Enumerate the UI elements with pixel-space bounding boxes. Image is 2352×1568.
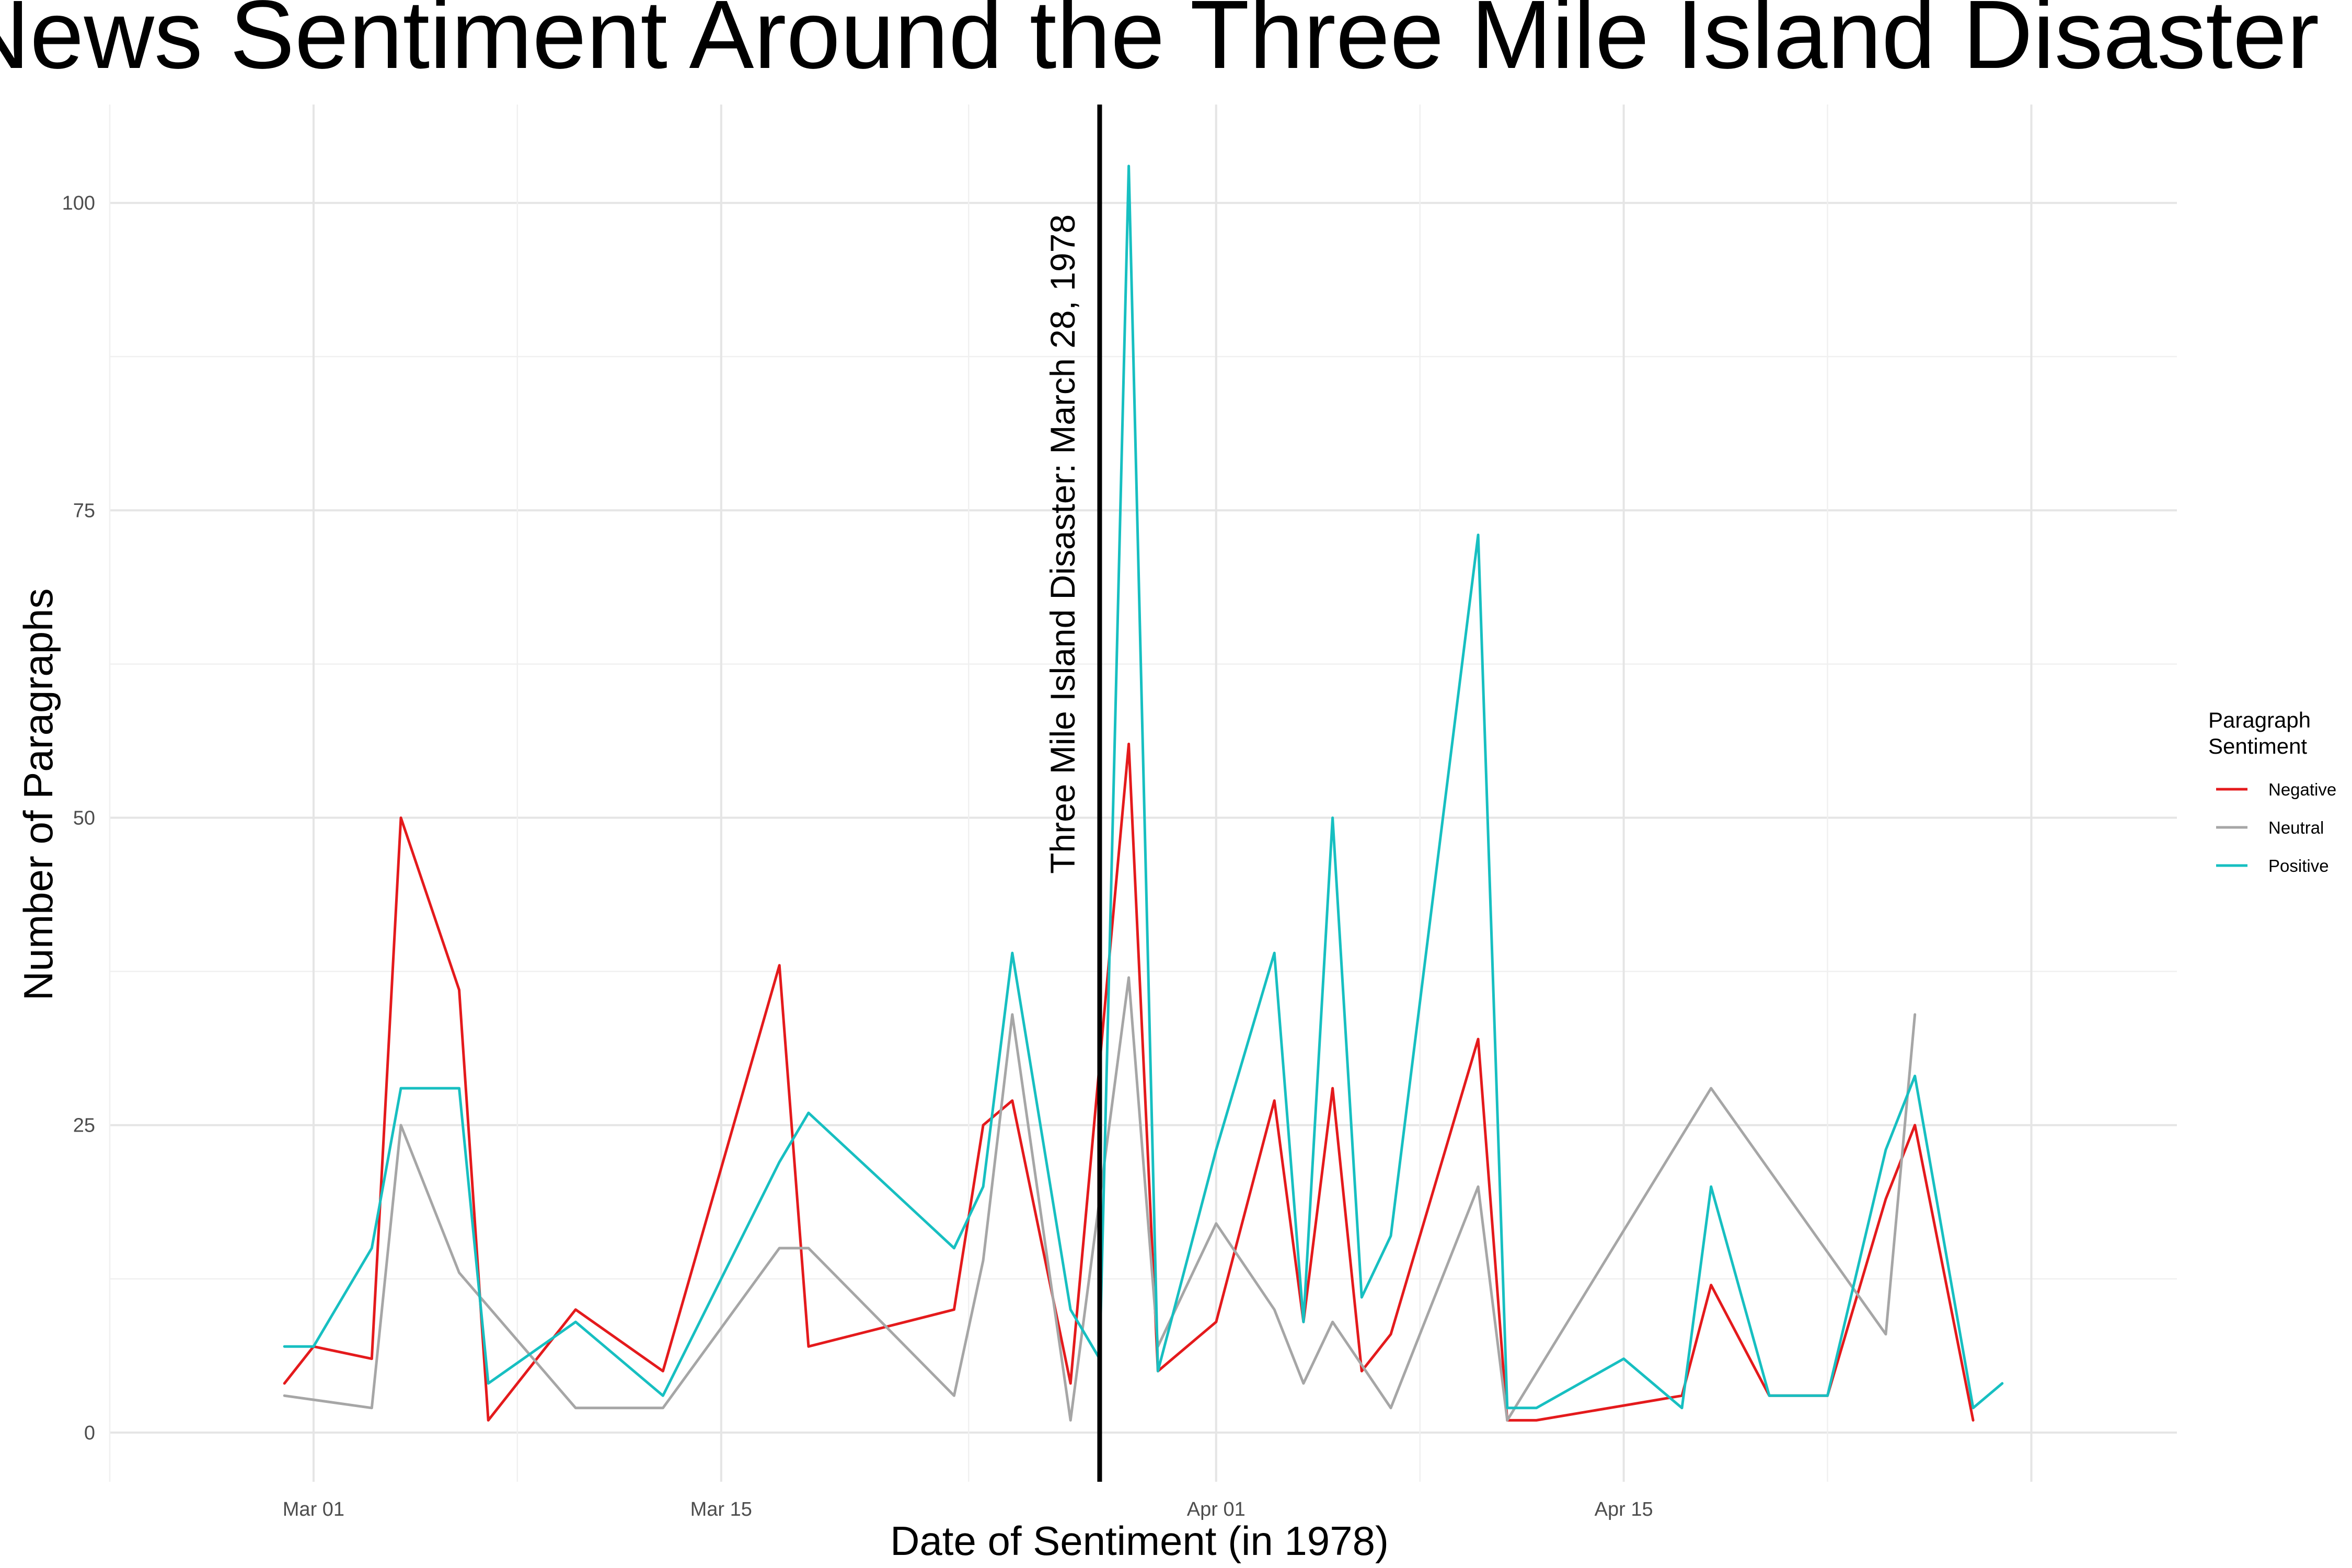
x-axis-title: Date of Sentiment (in 1978): [890, 1518, 1389, 1564]
legend-label: Negative: [2268, 780, 2336, 799]
legend-item-neutral: Neutral: [2216, 818, 2324, 837]
legend-label: Positive: [2268, 856, 2329, 875]
x-tick-label: Apr 15: [1595, 1498, 1653, 1520]
y-axis-ticks: 0 25 50 75 100: [62, 192, 95, 1444]
x-tick-label: Apr 01: [1187, 1498, 1246, 1520]
y-tick-label: 75: [73, 500, 95, 522]
y-tick-label: 50: [73, 808, 95, 829]
legend-items: Negative Neutral Positive: [2216, 780, 2336, 875]
legend-item-positive: Positive: [2216, 856, 2329, 875]
x-tick-label: Mar 01: [283, 1498, 344, 1520]
series-line-negative: [283, 742, 1975, 1422]
legend-label: Neutral: [2268, 818, 2324, 837]
legend: Paragraph Sentiment Negative Neutral Positi…: [2208, 708, 2336, 875]
y-tick-label: 0: [84, 1422, 95, 1444]
legend-item-negative: Negative: [2216, 780, 2336, 799]
series-line-positive: [283, 165, 2004, 1410]
legend-title: Paragraph Sentiment: [2208, 708, 2311, 758]
disaster-annotation: Three Mile Island Disaster: March 28, 19…: [1043, 214, 1082, 874]
y-tick-label: 100: [62, 192, 95, 214]
y-tick-label: 25: [73, 1115, 95, 1137]
chart-title: News Sentiment Around the Three Mile Isl…: [0, 0, 2319, 89]
x-axis-ticks: Mar 01 Mar 15 Apr 01 Apr 15: [283, 1498, 1653, 1520]
y-axis-title: Number of Paragraphs: [15, 588, 61, 1000]
x-tick-label: Mar 15: [690, 1498, 752, 1520]
